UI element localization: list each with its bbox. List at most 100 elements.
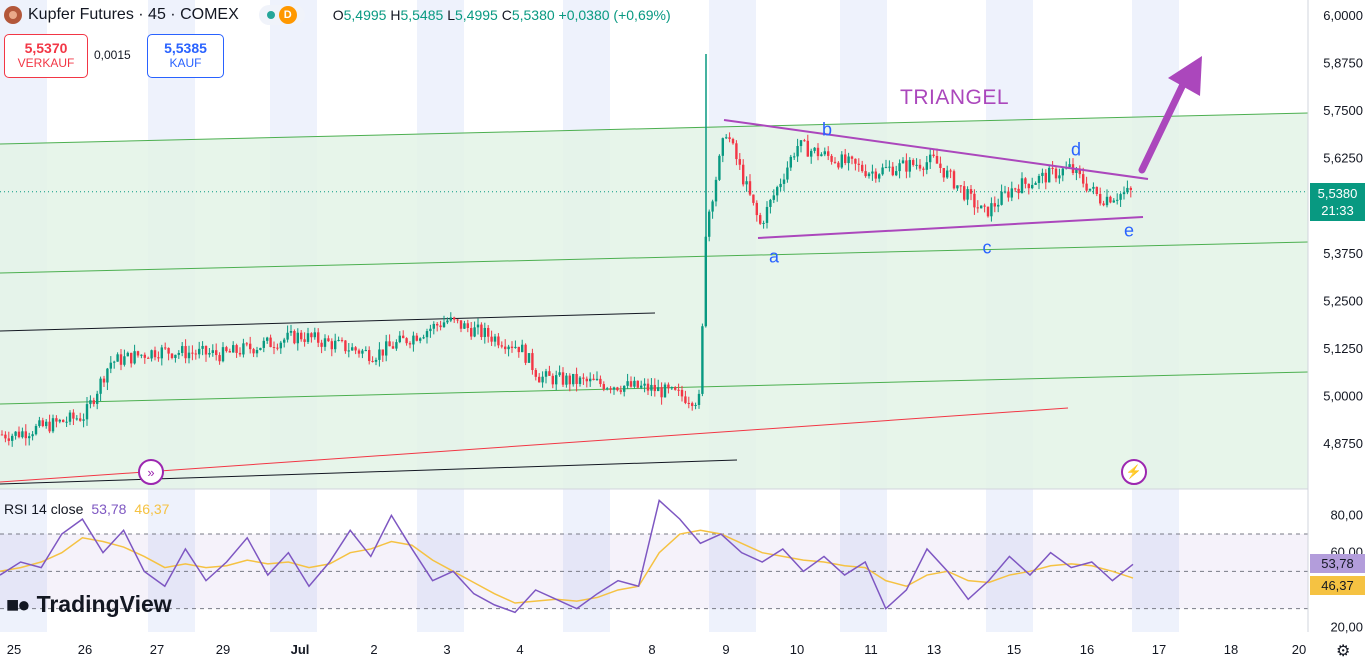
wave-label-a: a <box>768 246 780 267</box>
candle-body <box>670 387 673 389</box>
candle-body <box>136 351 140 356</box>
candle-body <box>378 349 381 360</box>
candle-body <box>901 160 905 164</box>
rsi-line <box>0 499 1134 614</box>
time-tick-label: 3 <box>443 642 450 657</box>
triangle-lower-line <box>757 216 1144 239</box>
candle-body <box>521 344 524 353</box>
candle-body <box>891 166 894 176</box>
candle-body <box>857 163 860 165</box>
candle-body <box>398 335 401 343</box>
price-tick-label: 5,2500 <box>1323 293 1363 308</box>
candle-body <box>279 342 282 349</box>
market-open-dot-icon <box>266 11 275 19</box>
candle-body <box>959 185 962 187</box>
candle-body <box>782 179 786 184</box>
candle-body <box>816 147 820 157</box>
candle-body <box>912 160 915 165</box>
candle-body <box>674 387 677 390</box>
candle-body <box>922 168 925 170</box>
candle-body <box>487 327 490 337</box>
candle-body <box>534 370 537 377</box>
candle-body <box>45 421 48 427</box>
market-status-pill[interactable]: D <box>258 5 305 25</box>
green-channel-fill <box>0 113 1308 489</box>
candle-body <box>476 324 480 328</box>
candle-body <box>905 160 908 172</box>
candle-body <box>935 155 939 164</box>
settings-gear-icon[interactable]: ⚙ <box>1336 643 1351 660</box>
candle-body <box>208 352 211 355</box>
candle-body <box>939 163 942 168</box>
candle-body <box>718 155 721 180</box>
candle-body <box>1037 175 1041 183</box>
rsi-ma-line <box>0 529 1134 604</box>
time-tick-label: 29 <box>216 642 230 657</box>
candle-body <box>1007 191 1010 198</box>
candle-body <box>565 375 568 385</box>
candle-body <box>235 345 238 353</box>
candle-body <box>238 352 242 355</box>
candle-body <box>211 350 214 353</box>
candle-body <box>1075 168 1078 173</box>
candle-body <box>796 146 799 157</box>
candle-body <box>898 163 901 172</box>
time-tick-label: 8 <box>648 642 655 657</box>
candle-body <box>568 375 571 385</box>
time-tick-label: 25 <box>7 642 21 657</box>
sell-button[interactable]: 5,5370 VERKAUF <box>4 34 88 78</box>
candle-body <box>704 236 707 327</box>
time-tick-label: 20 <box>1292 642 1306 657</box>
close-value: 5,5380 <box>511 7 555 23</box>
symbol-title[interactable]: Kupfer Futures · 45 · COMEX <box>28 6 239 23</box>
candle-body <box>854 158 857 164</box>
rsi-band <box>709 490 756 632</box>
candle-body <box>75 418 78 420</box>
candle-body <box>0 434 4 436</box>
time-tick-label: 13 <box>927 642 941 657</box>
price-tick-label: 5,1250 <box>1323 341 1363 356</box>
candle-body <box>143 354 146 358</box>
candle-body <box>752 194 755 203</box>
candle-body <box>293 331 296 344</box>
pattern-label: TRIANGEL <box>900 86 1010 109</box>
time-tick-label: 9 <box>722 642 729 657</box>
candle-body <box>762 222 765 224</box>
candle-body <box>735 143 738 160</box>
candle-body <box>453 317 456 320</box>
candle-body <box>728 137 731 139</box>
candle-body <box>41 420 44 427</box>
candle-body <box>439 325 442 328</box>
candle-body <box>980 205 983 209</box>
candle-body <box>1068 164 1071 168</box>
rsi-band <box>840 490 887 632</box>
candle-body <box>589 378 592 382</box>
candle-body <box>595 378 599 381</box>
jump-to-realtime-icon[interactable]: » <box>138 459 164 485</box>
candle-body <box>1122 192 1126 195</box>
candle-body <box>96 393 99 404</box>
candle-body <box>572 373 575 385</box>
candle-body <box>820 154 823 157</box>
candle-body <box>48 421 51 432</box>
time-tick-label: 10 <box>790 642 804 657</box>
buy-button[interactable]: 5,5385 KAUF <box>147 34 224 78</box>
candle-body <box>925 162 928 170</box>
triangle-pattern <box>723 56 1202 239</box>
candle-body <box>109 362 112 369</box>
time-tick-label: 16 <box>1080 642 1094 657</box>
time-tick-label: 27 <box>150 642 164 657</box>
candle-body <box>1126 187 1129 193</box>
candle-body <box>942 167 945 178</box>
candle-body <box>833 161 837 163</box>
event-flash-icon[interactable]: ⚡ <box>1121 459 1147 485</box>
channel-mid-line <box>0 241 1309 274</box>
candle-body <box>711 201 714 212</box>
rsi-legend[interactable]: RSI 14 close 53,78 46,37 <box>4 501 169 517</box>
high-value: 5,5485 <box>400 7 444 23</box>
candle-body <box>422 337 425 339</box>
candle-body <box>140 354 143 356</box>
candle-body <box>650 384 653 391</box>
change-value: +0,0380 (+0,69%) <box>558 7 671 23</box>
